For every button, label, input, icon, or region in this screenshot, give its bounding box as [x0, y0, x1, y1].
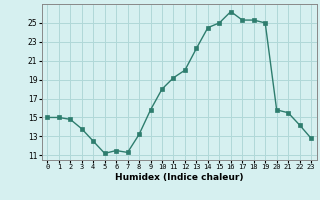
- X-axis label: Humidex (Indice chaleur): Humidex (Indice chaleur): [115, 173, 244, 182]
